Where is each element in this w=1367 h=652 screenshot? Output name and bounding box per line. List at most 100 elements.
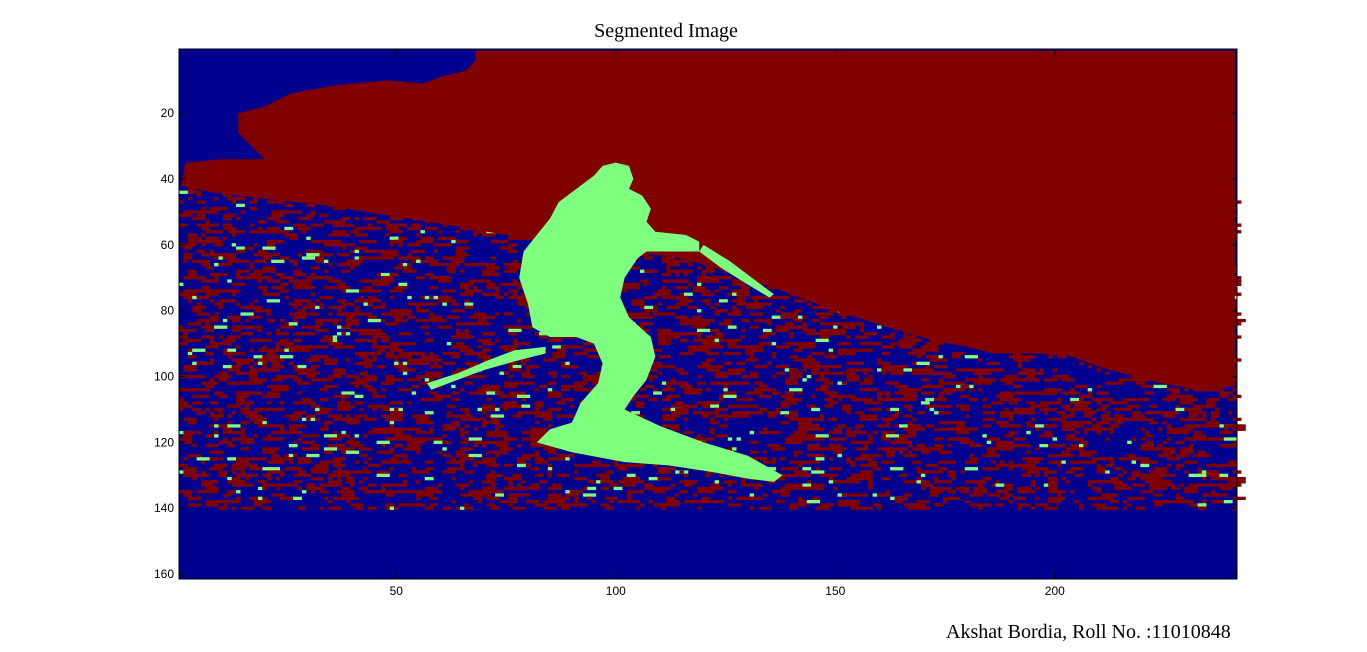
speckle-cell — [297, 345, 311, 349]
speckle-cell — [640, 404, 645, 408]
speckle-cell — [793, 358, 803, 362]
speckle-cell — [784, 315, 794, 319]
speckle-cell — [890, 407, 899, 412]
speckle-cell — [547, 388, 553, 392]
speckle-cell — [683, 417, 689, 421]
speckle-cell — [885, 453, 895, 458]
speckle-cell — [319, 378, 329, 382]
speckle-cell — [380, 338, 390, 342]
speckle-cell — [714, 371, 728, 375]
speckle-cell — [293, 305, 298, 310]
speckle-cell — [249, 338, 258, 342]
speckle-cell — [1197, 424, 1202, 428]
speckle-cell — [556, 348, 566, 352]
speckle-cell — [863, 348, 869, 352]
speckle-cell — [552, 394, 561, 398]
speckle-cell — [187, 236, 201, 240]
speckle-cell — [438, 295, 452, 300]
speckle-cell — [424, 220, 430, 224]
speckle-cell — [732, 312, 737, 316]
speckle-cell — [214, 424, 219, 428]
speckle-cell — [846, 460, 856, 464]
speckle-cell — [767, 444, 781, 448]
speckle-cell — [297, 371, 302, 375]
speckle-cell — [455, 249, 465, 254]
speckle-cell — [806, 424, 816, 428]
speckle-cell — [780, 404, 790, 408]
speckle-cell — [416, 358, 430, 362]
speckle-cell — [222, 272, 228, 277]
speckle-cell — [762, 457, 768, 461]
speckle-cell — [490, 292, 500, 296]
speckle-cell — [253, 434, 258, 438]
speckle-cell — [490, 256, 496, 260]
speckle-cell — [899, 345, 913, 349]
speckle-cell — [503, 401, 518, 405]
speckle-cell — [236, 457, 245, 461]
speckle-cell — [376, 404, 390, 408]
speckle-cell — [402, 447, 412, 451]
speckle-cell — [1131, 414, 1136, 418]
speckle-cell — [521, 391, 526, 395]
speckle-cell — [920, 401, 930, 405]
speckle-cell — [925, 404, 939, 408]
speckle-cell — [701, 348, 706, 352]
speckle-cell — [995, 463, 1000, 468]
speckle-cell — [499, 345, 513, 349]
speckle-cell — [819, 315, 829, 319]
speckle-cell — [719, 473, 724, 477]
speckle-cell — [183, 253, 193, 257]
speckle-cell — [398, 236, 408, 240]
speckle-cell — [411, 414, 421, 418]
speckle-cell — [872, 342, 882, 346]
speckle-cell — [727, 322, 733, 326]
speckle-cell — [385, 430, 395, 435]
speckle-cell — [275, 292, 280, 296]
speckle-cell — [964, 467, 978, 471]
speckle-cell — [1215, 463, 1229, 468]
speckle-cell — [776, 447, 785, 451]
speckle-cell — [460, 434, 465, 438]
speckle-cell — [517, 302, 522, 306]
speckle-cell — [815, 338, 829, 342]
speckle-cell — [297, 226, 311, 231]
speckle-cell — [793, 299, 807, 303]
speckle-cell — [407, 256, 421, 260]
speckle-cell — [345, 404, 355, 408]
speckle-cell — [899, 338, 908, 342]
speckle-cell — [1083, 411, 1097, 415]
speckle-cell — [495, 424, 504, 428]
speckle-cell — [784, 467, 798, 471]
speckle-cell — [218, 374, 232, 379]
speckle-cell — [280, 200, 285, 204]
speckle-cell — [389, 457, 399, 461]
speckle-cell — [815, 378, 829, 382]
speckle-cell — [578, 401, 583, 405]
speckle-cell — [341, 246, 346, 250]
speckle-cell — [1079, 361, 1084, 365]
speckle-cell — [683, 269, 693, 273]
speckle-cell — [969, 384, 974, 389]
speckle-cell — [640, 315, 654, 319]
speckle-cell — [460, 292, 474, 296]
speckle-cell — [780, 295, 785, 300]
speckle-cell — [688, 263, 693, 267]
speckle-cell — [315, 467, 329, 471]
speckle-cell — [1149, 421, 1158, 425]
speckle-cell — [323, 384, 333, 389]
speckle-cell — [363, 460, 368, 464]
speckle-cell — [1026, 421, 1031, 425]
speckle-cell — [938, 460, 952, 464]
speckle-cell — [719, 397, 724, 402]
speckle-cell — [1079, 440, 1088, 444]
speckle-cell — [767, 411, 781, 415]
speckle-cell — [863, 401, 873, 405]
speckle-cell — [719, 299, 728, 303]
speckle-cell — [306, 302, 316, 306]
speckle-cell — [205, 328, 215, 333]
speckle-cell — [1179, 430, 1185, 435]
speckle-cell — [201, 289, 215, 293]
speckle-cell — [433, 318, 438, 323]
speckle-cell — [187, 368, 197, 372]
speckle-cell — [451, 384, 456, 389]
